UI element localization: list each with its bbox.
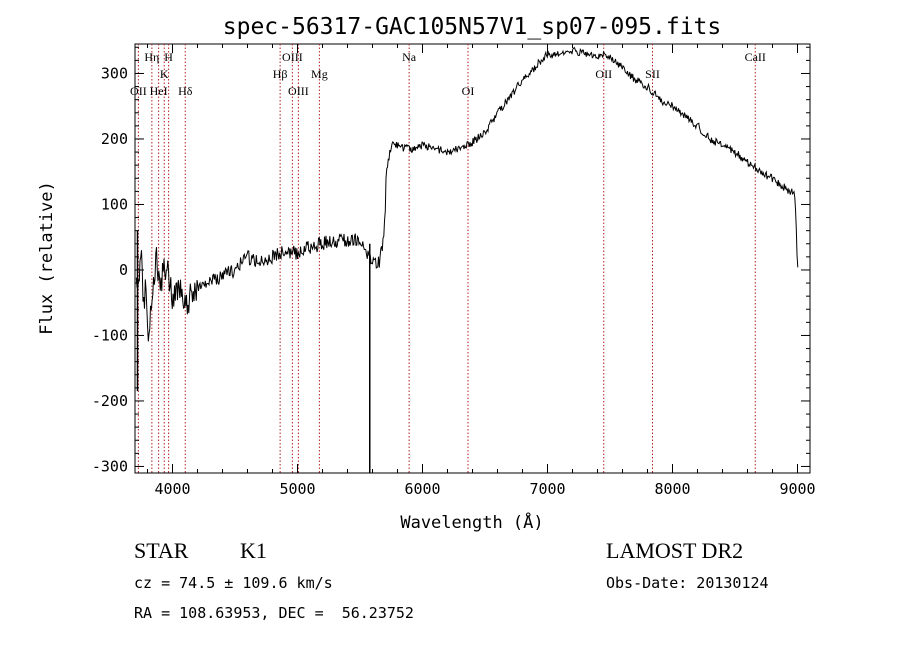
- line-marker-label: OI: [462, 84, 475, 98]
- line-marker-label: OIII: [282, 50, 303, 64]
- y-tick-label: -100: [92, 326, 128, 344]
- line-marker-label: Hη: [144, 50, 159, 64]
- line-marker-label: HeI: [150, 84, 168, 98]
- spectrum-series: [135, 46, 799, 473]
- coordinates: RA = 108.63953, DEC = 56.23752: [134, 604, 414, 622]
- x-tick-label: 5000: [279, 480, 315, 498]
- line-marker-label: CaII: [745, 50, 766, 64]
- object-subclass: K1: [240, 538, 267, 563]
- x-tick-label: 6000: [404, 480, 440, 498]
- line-marker-label: OIII: [288, 84, 309, 98]
- redshift-cz: cz = 74.5 ± 109.6 km/s: [134, 574, 333, 592]
- chart-title: spec-56317-GAC105N57V1_sp07-095.fits: [223, 14, 722, 40]
- x-tick-label: 7000: [529, 480, 565, 498]
- y-axis-ticks: -300 -200 -100 0 100 200 300: [92, 46, 810, 475]
- line-marker-label: Hδ: [178, 84, 193, 98]
- plot-frame: [134, 43, 811, 474]
- y-tick-label: 300: [101, 64, 128, 82]
- observation-date: Obs-Date: 20130124: [606, 574, 769, 592]
- emission-line-markers: [137, 44, 756, 473]
- x-tick-label: 8000: [654, 480, 690, 498]
- line-marker-label: K: [160, 67, 169, 81]
- x-axis-ticks: 4000 5000 6000 7000 8000 9000: [147, 44, 816, 498]
- x-axis-label: Wavelength (Å): [400, 511, 543, 533]
- survey-name: LAMOST DR2: [606, 538, 744, 563]
- x-tick-label: 9000: [779, 480, 815, 498]
- y-tick-label: 0: [119, 261, 128, 279]
- y-tick-label: 100: [101, 195, 128, 213]
- y-tick-label: 200: [101, 130, 128, 148]
- line-marker-label: H: [164, 50, 173, 64]
- line-marker-label: SII: [645, 67, 660, 81]
- y-axis-label: Flux (relative): [37, 181, 57, 335]
- x-tick-label: 4000: [154, 480, 190, 498]
- object-class: STAR: [134, 538, 189, 563]
- line-marker-label: OII: [130, 84, 147, 98]
- line-marker-label: Hβ: [273, 67, 288, 81]
- line-marker-label: Mg: [311, 67, 328, 81]
- spectrum-line: [135, 46, 799, 342]
- y-tick-label: -300: [92, 457, 128, 475]
- y-tick-label: -200: [92, 392, 128, 410]
- line-marker-label: Na: [402, 50, 417, 64]
- line-marker-label: OII: [595, 67, 612, 81]
